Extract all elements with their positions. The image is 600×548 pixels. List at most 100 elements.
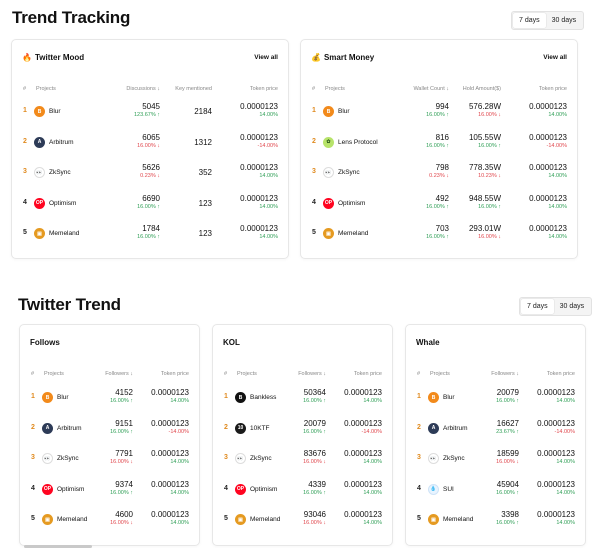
column-header-4[interactable]: Token price	[249, 86, 278, 92]
column-header-2[interactable]: Followers ↓	[298, 371, 326, 377]
metric-value: 45904	[496, 479, 519, 489]
project-cell[interactable]: A Arbitrum	[34, 136, 74, 148]
table-row[interactable]: 4 OP Optimism 6690 16.00% ↑ 123 0.0000123 14.00…	[12, 192, 288, 220]
table-row[interactable]: 4 OP Optimism 492 16.00% ↑ 948.55W 16.00% ↑ 0.0…	[301, 192, 577, 220]
project-cell[interactable]: ▣ Memeland	[34, 228, 79, 239]
column-header-3[interactable]: Key mentioned	[175, 86, 212, 92]
project-cell[interactable]: B Blur	[42, 392, 69, 403]
column-header-2[interactable]: Followers ↓	[491, 371, 519, 377]
project-cell[interactable]: 👀 ZkSync	[42, 453, 79, 464]
project-cell[interactable]: OP Optimism	[235, 483, 278, 495]
rank-number: 5	[31, 515, 35, 522]
memeland-icon: ▣	[42, 514, 53, 525]
table-row[interactable]: 4 💧 SUI 45904 16.00% ↑ 0.0000123 14.00%	[406, 478, 585, 506]
rank-number: 1	[23, 107, 27, 114]
range-7-days-button[interactable]: 7 days	[521, 299, 554, 314]
column-header-3[interactable]: Token price	[160, 371, 189, 377]
project-cell[interactable]: B Bankless	[235, 392, 276, 403]
column-header-4[interactable]: Token price	[538, 86, 567, 92]
token-price-change: -14.00%	[361, 428, 383, 435]
range-7-days-button[interactable]: 7 days	[513, 13, 546, 28]
project-cell[interactable]: ▣ Memeland	[428, 514, 473, 525]
project-cell[interactable]: ▣ Memeland	[235, 514, 280, 525]
table-row[interactable]: 4 OP Optimism 9374 16.00% ↑ 0.0000123 14.00%	[20, 478, 199, 506]
arbitrum-icon: A	[42, 422, 53, 434]
project-cell[interactable]: 👀 ZkSync	[428, 453, 465, 464]
rank-number: 1	[417, 393, 421, 400]
table-row[interactable]: 1 B Blur 5045 123.67% ↑ 2184 0.0000123 14.00%	[12, 100, 288, 128]
column-header-3[interactable]: Hold Amount($)	[462, 86, 501, 92]
column-header-2[interactable]: Followers ↓	[105, 371, 133, 377]
table-row[interactable]: 5 ▣ Memeland 1784 16.00% ↑ 123 0.0000123 14.00%	[12, 222, 288, 250]
project-cell[interactable]: B Blur	[428, 392, 455, 403]
metric-value: 492	[435, 193, 449, 203]
project-cell[interactable]: B Blur	[323, 106, 350, 117]
project-cell[interactable]: ✿ Lens Protocol	[323, 136, 378, 148]
column-header-3[interactable]: Token price	[353, 371, 382, 377]
table-row[interactable]: 2 ✿ Lens Protocol 816 16.00% ↑ 105.55W 16.00% …	[301, 131, 577, 159]
table-row[interactable]: 2 A Arbitrum 16627 23.67% ↑ 0.0000123 -14.00%	[406, 417, 585, 445]
metric-value: 20079	[496, 388, 519, 397]
token-price-change: 14.00%	[363, 489, 382, 496]
table-row[interactable]: 1 B Blur 20079 16.00% ↑ 0.0000123 14.00%	[406, 386, 585, 414]
smart-money-card: 💰 Smart Money View all # Projects Wallet Coun…	[300, 39, 578, 259]
column-header-2[interactable]: Discussions ↓	[126, 86, 160, 92]
column-header-2[interactable]: Wallet Count ↓	[413, 86, 449, 92]
metric-value: 5626	[142, 163, 160, 172]
table-row[interactable]: 1 B Blur 994 16.00% ↑ 576.28W 16.00% ↓ 0.000012…	[301, 100, 577, 128]
view-all-link[interactable]: View all	[543, 53, 567, 61]
project-cell[interactable]: 👀 ZkSync	[323, 167, 360, 178]
token-price-change: -14.00%	[257, 142, 279, 149]
table-row[interactable]: 5 ▣ Memeland 4600 16.00% ↓ 0.0000123 14.00%	[20, 508, 199, 536]
optimism-icon: OP	[323, 197, 334, 209]
horizontal-scrollbar[interactable]	[24, 545, 92, 548]
table-row[interactable]: 5 ▣ Memeland 703 16.00% ↑ 293.01W 16.00% ↓ 0.00…	[301, 222, 577, 250]
project-name: 10KTF	[250, 424, 270, 432]
table-row[interactable]: 3 👀 ZkSync 5626 0.23% ↓ 352 0.0000123 14.00%	[12, 161, 288, 189]
project-name: Optimism	[250, 485, 278, 493]
project-cell[interactable]: ▣ Memeland	[323, 228, 368, 239]
table-row[interactable]: 5 ▣ Memeland 3398 16.00% ↑ 0.0000123 14.00%	[406, 508, 585, 536]
table-row[interactable]: 1 B Bankless 50364 16.00% ↑ 0.0000123 14.00%	[213, 386, 392, 414]
project-cell[interactable]: A Arbitrum	[428, 422, 468, 434]
table-row[interactable]: 3 👀 ZkSync 83676 16.00% ↓ 0.0000123 14.00%	[213, 447, 392, 475]
table-row[interactable]: 2 A Arbitrum 9151 16.00% ↑ 0.0000123 -14.00%	[20, 417, 199, 445]
project-cell[interactable]: 👀 ZkSync	[235, 453, 272, 464]
project-cell[interactable]: OP Optimism	[42, 483, 84, 495]
project-cell[interactable]: 👀 ZkSync	[34, 167, 71, 178]
project-cell[interactable]: 💧 SUI	[428, 483, 454, 495]
column-header-3[interactable]: Token price	[546, 371, 575, 377]
range-30-days-button[interactable]: 30 days	[559, 303, 585, 310]
project-cell[interactable]: ▣ Memeland	[42, 514, 87, 525]
metric-value: 994	[435, 102, 449, 111]
project-name: Arbitrum	[57, 424, 82, 432]
view-all-link[interactable]: View all	[254, 53, 278, 61]
token-price: 0.0000123	[151, 388, 189, 397]
memeland-icon: ▣	[428, 514, 439, 525]
trend-tracking-title: Trend Tracking	[12, 8, 131, 27]
project-cell[interactable]: B Blur	[34, 106, 61, 117]
token-price-change: 14.00%	[170, 459, 189, 465]
table-row[interactable]: 3 👀 ZkSync 7791 16.00% ↓ 0.0000123 14.00%	[20, 447, 199, 475]
memeland-icon: ▣	[34, 228, 45, 239]
table-row[interactable]: 1 B Blur 4152 16.00% ↑ 0.0000123 14.00%	[20, 386, 199, 414]
table-row[interactable]: 3 👀 ZkSync 798 0.23% ↓ 778.35W 10.23% ↓ 0.00001…	[301, 161, 577, 189]
token-price-change: 14.00%	[170, 398, 189, 404]
rank-number: 2	[417, 423, 421, 431]
project-cell[interactable]: A Arbitrum	[42, 422, 82, 434]
table-row[interactable]: 3 👀 ZkSync 18599 16.00% ↓ 0.0000123 14.00%	[406, 447, 585, 475]
table-row[interactable]: 5 ▣ Memeland 93046 16.00% ↓ 0.0000123 14.00%	[213, 508, 392, 536]
table-row[interactable]: 2 10 10KTF 20079 16.00% ↑ 0.0000123 -14.00%	[213, 417, 392, 445]
table-row[interactable]: 4 OP Optimism 4339 16.00% ↑ 0.0000123 14.00%	[213, 478, 392, 506]
lens-icon: ✿	[323, 136, 334, 148]
project-cell[interactable]: OP Optimism	[323, 197, 365, 209]
project-cell[interactable]: 10 10KTF	[235, 422, 270, 434]
token-price: 0.0000123	[344, 418, 382, 428]
metric-value: 5045	[142, 102, 160, 111]
range-30-days-button[interactable]: 30 days	[551, 17, 577, 24]
project-name: Bankless	[250, 394, 277, 401]
twitter-trend-range-toggle: 7 days 30 days	[519, 297, 593, 316]
table-row[interactable]: 2 A Arbitrum 6065 16.00% ↓ 1312 0.0000123 -14.0…	[12, 131, 288, 159]
project-cell[interactable]: OP Optimism	[34, 197, 76, 209]
secondary-change: 16.00% ↓	[478, 112, 501, 118]
